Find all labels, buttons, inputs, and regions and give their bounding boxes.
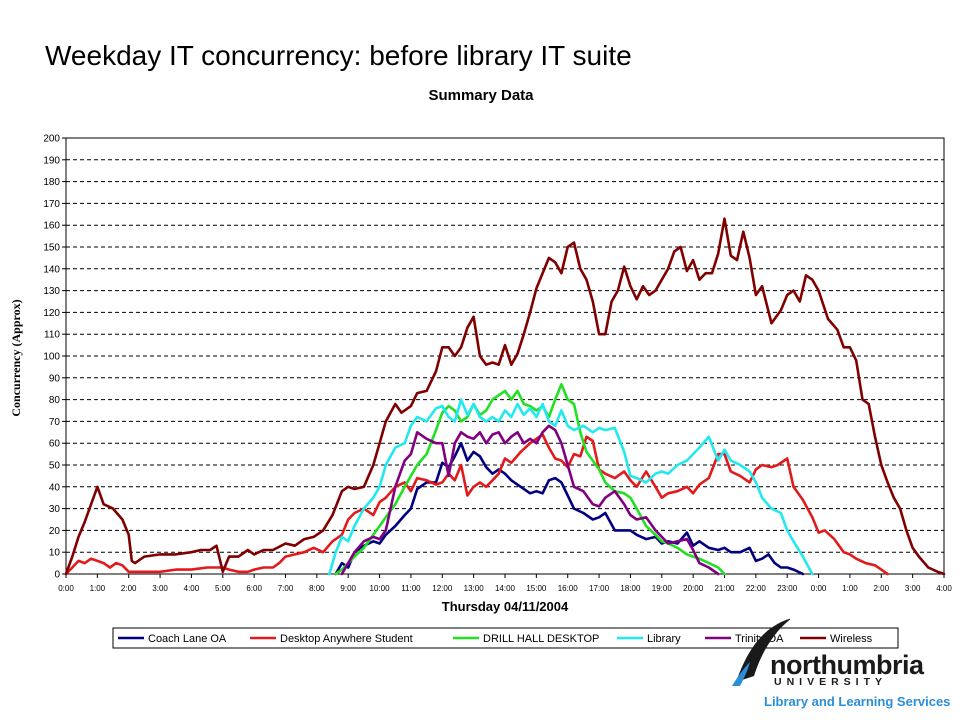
gridlines bbox=[66, 159, 944, 553]
chart-title: Summary Data bbox=[428, 87, 534, 104]
x-tick-label: 2:00 bbox=[873, 584, 889, 593]
logo-university: UNIVERSITY bbox=[774, 676, 888, 688]
series-line-library bbox=[328, 398, 814, 576]
x-tick-label: 21:00 bbox=[714, 584, 735, 593]
y-tick-label: 120 bbox=[43, 308, 60, 319]
y-axis-ticks: 0 10 20 30 40 50 60 70 80 90 100 110 120 130 140 150 160… bbox=[43, 134, 66, 581]
y-tick-label: 140 bbox=[43, 264, 60, 275]
y-tick-label: 80 bbox=[49, 395, 61, 406]
x-tick-label: 11:00 bbox=[401, 584, 421, 593]
y-tick-label: 100 bbox=[43, 352, 60, 363]
legend: Coach Lane OA Desktop Anywhere Student DRI… bbox=[118, 633, 873, 645]
x-tick-label: 3:00 bbox=[152, 584, 168, 593]
y-tick-label: 0 bbox=[54, 570, 60, 581]
x-tick-label: 16:00 bbox=[558, 584, 579, 593]
x-tick-label: 4:00 bbox=[936, 584, 952, 593]
y-tick-label: 40 bbox=[49, 482, 61, 493]
y-tick-label: 50 bbox=[49, 461, 61, 472]
series-line-trinity-oa bbox=[340, 424, 720, 576]
logo-tagline: Library and Learning Services bbox=[764, 694, 951, 709]
legend-label: Wireless bbox=[830, 633, 873, 645]
x-tick-label: 15:00 bbox=[526, 584, 547, 593]
series-line-coach-lane-oa bbox=[334, 441, 805, 576]
series-line-wireless bbox=[64, 217, 946, 576]
y-tick-label: 200 bbox=[43, 134, 60, 145]
swoosh-icon bbox=[732, 618, 790, 686]
y-tick-label: 70 bbox=[49, 417, 61, 428]
series-lines bbox=[64, 217, 946, 576]
x-tick-label: 12:00 bbox=[432, 584, 453, 593]
y-tick-label: 170 bbox=[43, 199, 60, 210]
legend-label: Library bbox=[647, 633, 681, 645]
y-tick-label: 190 bbox=[43, 155, 60, 166]
y-tick-label: 10 bbox=[49, 548, 61, 559]
x-tick-label: 23:00 bbox=[777, 584, 798, 593]
x-tick-label: 2:00 bbox=[121, 584, 137, 593]
x-tick-label: 6:00 bbox=[246, 584, 262, 593]
northumbria-logo: northumbria UNIVERSITY Library and Learn… bbox=[730, 612, 950, 712]
legend-label: Coach Lane OA bbox=[148, 633, 227, 645]
y-tick-label: 110 bbox=[44, 330, 60, 341]
x-tick-label: 5:00 bbox=[215, 584, 231, 593]
x-axis-label: Thursday 04/11/2004 bbox=[442, 599, 569, 614]
x-tick-label: 4:00 bbox=[184, 584, 200, 593]
x-tick-label: 0:00 bbox=[58, 584, 74, 593]
x-tick-label: 10:00 bbox=[370, 584, 391, 593]
x-tick-label: 18:00 bbox=[620, 584, 641, 593]
logo-wordmark: northumbria bbox=[770, 650, 924, 680]
x-tick-label: 1:00 bbox=[90, 584, 106, 593]
x-tick-label: 20:00 bbox=[683, 584, 704, 593]
y-tick-label: 160 bbox=[43, 221, 60, 232]
plot-area bbox=[65, 137, 945, 575]
y-tick-label: 90 bbox=[49, 373, 61, 384]
x-tick-label: 3:00 bbox=[905, 584, 921, 593]
x-tick-label: 8:00 bbox=[309, 584, 325, 593]
legend-label: Desktop Anywhere Student bbox=[280, 633, 413, 645]
x-tick-label: 1:00 bbox=[842, 584, 858, 593]
x-tick-label: 9:00 bbox=[340, 584, 356, 593]
y-tick-label: 130 bbox=[43, 286, 60, 297]
x-tick-label: 7:00 bbox=[278, 584, 294, 593]
x-tick-label: 14:00 bbox=[495, 584, 516, 593]
y-axis-label: Concurrency (Approx) bbox=[9, 299, 23, 416]
y-tick-label: 20 bbox=[49, 526, 61, 537]
y-tick-label: 180 bbox=[43, 177, 60, 188]
series-line-drill-hall-desktop bbox=[334, 382, 726, 576]
y-tick-label: 150 bbox=[43, 243, 60, 254]
x-tick-label: 17:00 bbox=[589, 584, 610, 593]
slide-title: Weekday IT concurrency: before library I… bbox=[45, 40, 632, 71]
x-tick-label: 19:00 bbox=[652, 584, 673, 593]
x-tick-label: 22:00 bbox=[746, 584, 767, 593]
legend-box bbox=[112, 627, 899, 649]
x-axis-ticks: 0:00 1:00 2:00 3:00 4:00 5:00 6:00 7:00 8:00 9:00… bbox=[58, 574, 952, 593]
x-tick-label: 0:00 bbox=[811, 584, 827, 593]
legend-label: DRILL HALL DESKTOP bbox=[483, 633, 599, 645]
y-tick-label: 60 bbox=[49, 439, 61, 450]
y-tick-label: 30 bbox=[49, 504, 61, 515]
x-tick-label: 13:00 bbox=[464, 584, 485, 593]
series-line-desktop-anywhere-student bbox=[64, 433, 889, 576]
